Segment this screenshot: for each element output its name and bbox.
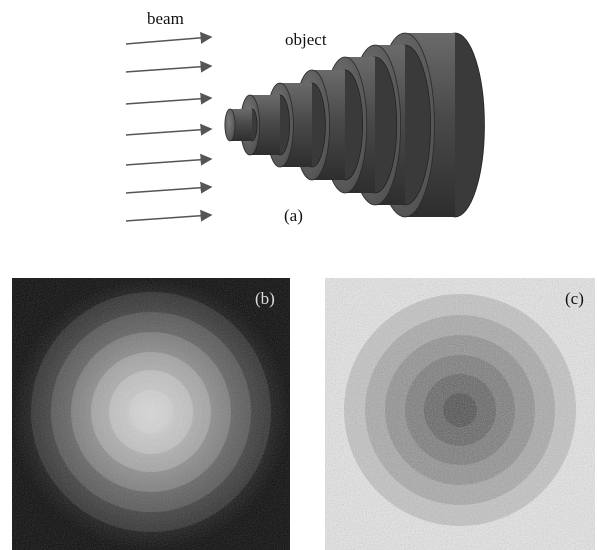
panel-a-label: (a) [284, 206, 303, 225]
object [225, 33, 485, 217]
panel-b-label: (b) [255, 289, 275, 308]
beam-label: beam [147, 9, 184, 28]
figure: beam object (a) (b) (c) [0, 0, 597, 550]
panel-c-label: (c) [565, 289, 584, 308]
beam-arrows [126, 37, 211, 221]
panel-c: (c) [325, 278, 595, 550]
object-label: object [285, 30, 327, 49]
panel-b: (b) [12, 278, 290, 550]
cylinder-face [225, 109, 235, 141]
